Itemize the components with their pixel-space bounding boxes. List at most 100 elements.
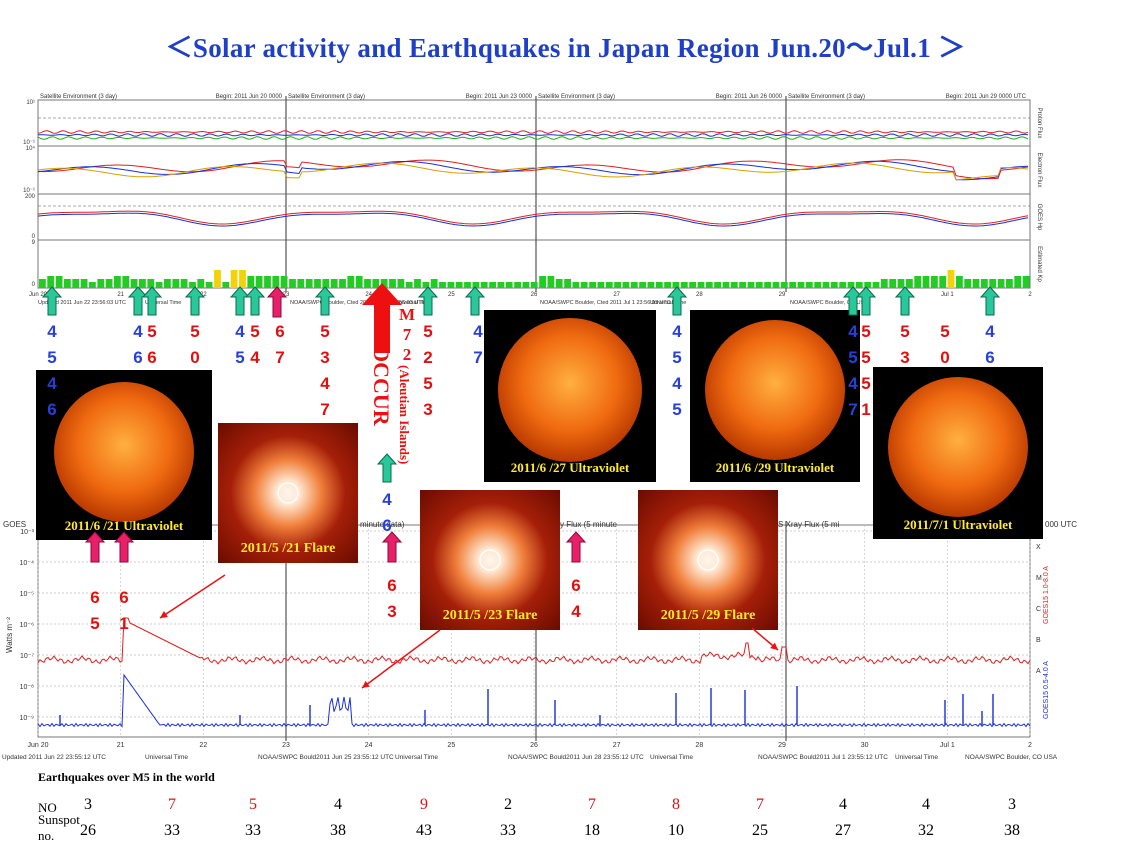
- header-label: 000 UTC: [1045, 520, 1077, 529]
- footer-label: Universal Time: [650, 300, 686, 306]
- kp-bar: [405, 282, 413, 288]
- earthquake-count: 7: [168, 796, 176, 813]
- kp-bar: [364, 279, 371, 288]
- kp-bar: [697, 282, 705, 288]
- kp-bar: [197, 279, 205, 288]
- row-label-no2: no.: [38, 828, 55, 843]
- flare-image-0529: 2011/5 /29 Flare: [638, 490, 778, 630]
- row-label-no: NO: [38, 800, 57, 815]
- red-magnitude-digit: 1: [861, 400, 871, 419]
- ytick-label: 10⁻⁴: [20, 560, 35, 567]
- kp-bar: [689, 282, 696, 288]
- xtick-label: 24: [365, 292, 372, 298]
- xtick-label: Jul 1: [940, 742, 955, 749]
- ylabel: Watts m⁻²: [5, 617, 14, 653]
- kp-bar: [822, 282, 830, 288]
- earthquake-count: 4: [334, 796, 342, 813]
- red-magnitude-digit: 6: [387, 576, 397, 595]
- ytick-label: 10⁻⁹: [20, 715, 34, 722]
- kp-bar: [989, 279, 997, 288]
- footer-label: Updated 2011 Jun 22 23:56:03 UTC: [38, 300, 126, 306]
- kp-bar: [389, 279, 396, 288]
- red-magnitude-digit: 0: [190, 348, 200, 367]
- kp-bar: [997, 279, 1005, 288]
- kp-bar: [805, 282, 813, 288]
- kp-bar: [939, 276, 947, 288]
- ytick-label: 10⁻⁶: [20, 622, 34, 629]
- kp-bar: [239, 270, 246, 288]
- kp-bar: [72, 279, 80, 288]
- ytick-label: 10⁻⁵: [20, 591, 34, 598]
- kp-bar: [931, 276, 938, 288]
- flare-caption: 2011/5 /29 Flare: [660, 608, 756, 623]
- xtick-label: 29: [778, 742, 786, 749]
- sunspot-number: 26: [80, 822, 96, 839]
- xtick-label: 2: [1028, 742, 1032, 749]
- red-magnitude-digit: 6: [275, 322, 285, 341]
- kp-bar: [164, 279, 171, 288]
- kp-bar: [47, 276, 55, 288]
- kp-bar: [855, 282, 863, 288]
- green-magnitude-digit: 6: [985, 348, 995, 367]
- sun-image-0701: 2011/7/1 Ultraviolet: [873, 367, 1043, 539]
- kp-bar: [814, 282, 822, 288]
- sunspot-number: 33: [245, 822, 261, 839]
- kp-bar: [897, 279, 905, 288]
- kp-bar: [722, 282, 730, 288]
- kp-bar: [214, 270, 221, 288]
- kp-bar: [605, 282, 613, 288]
- panel-header-left: Satellite Environment (3 day): [538, 94, 615, 100]
- kp-bar: [847, 282, 855, 288]
- panel-header-right: Begin: 2011 Jun 29 0000 UTC: [946, 94, 1027, 100]
- band-letter: B: [1036, 637, 1041, 644]
- xtick-label: 29: [779, 292, 786, 298]
- kp-bar: [880, 279, 888, 288]
- green-magnitude-digit: 4: [47, 322, 57, 341]
- red-magnitude-digit: 5: [320, 322, 330, 341]
- sun-disk-icon: [498, 318, 642, 462]
- red-magnitude-digit: 3: [423, 400, 433, 419]
- earthquake-count: 7: [588, 796, 596, 813]
- kp-bar: [839, 282, 847, 288]
- footer-label: NOAA/SWPC Boulder, Cted 2011 Jul 1 23:56…: [540, 300, 671, 306]
- kp-bar: [355, 276, 363, 288]
- kp-bar: [80, 279, 88, 288]
- panel-header-right: Begin: 2011 Jun 20 0000: [216, 94, 283, 100]
- kp-bar: [922, 276, 930, 288]
- red-magnitude-digit: 5: [90, 614, 100, 633]
- big-event-occur: OCCUR: [368, 345, 394, 426]
- footer-label: Universal Time: [895, 754, 938, 761]
- proton-flux-series: [37, 133, 1029, 137]
- kp-bar: [972, 279, 980, 288]
- sun-image-0621: 2011/6 /21 Ultraviolet: [36, 370, 212, 540]
- band-letter: C: [1036, 606, 1041, 613]
- red-magnitude-digit: 3: [387, 602, 397, 621]
- ytick-label: 10⁻¹: [23, 140, 35, 146]
- kp-bar: [64, 279, 71, 288]
- kp-bar: [414, 279, 421, 288]
- kp-bar: [280, 276, 288, 288]
- xtick-label: 2: [1028, 292, 1032, 298]
- kp-bar: [264, 276, 271, 288]
- green-magnitude-digit: 4: [672, 322, 682, 341]
- kp-bar: [439, 282, 446, 288]
- xtick-label: 28: [696, 292, 703, 298]
- green-magnitude-digit: 5: [235, 348, 245, 367]
- green-up-arrow-icon: [376, 453, 398, 483]
- kp-bar: [105, 279, 113, 288]
- sunspot-number: 18: [584, 822, 600, 839]
- short-xray-series: [37, 673, 1031, 728]
- kp-bar: [830, 282, 838, 288]
- proton-flux-series: [37, 130, 1029, 134]
- kp-bar: [122, 276, 130, 288]
- kp-bar: [489, 282, 496, 288]
- big-up-arrow-icon: [362, 283, 402, 353]
- xtick-label: 27: [613, 742, 621, 749]
- occur-label: OCCUR: [369, 345, 394, 426]
- earthquake-count: 2: [504, 796, 512, 813]
- red-magnitude-digit: 5: [190, 322, 200, 341]
- kp-bar: [555, 279, 563, 288]
- long-xray-series: [37, 617, 1031, 665]
- xtick-label: 22: [200, 292, 207, 298]
- kp-bar: [372, 279, 380, 288]
